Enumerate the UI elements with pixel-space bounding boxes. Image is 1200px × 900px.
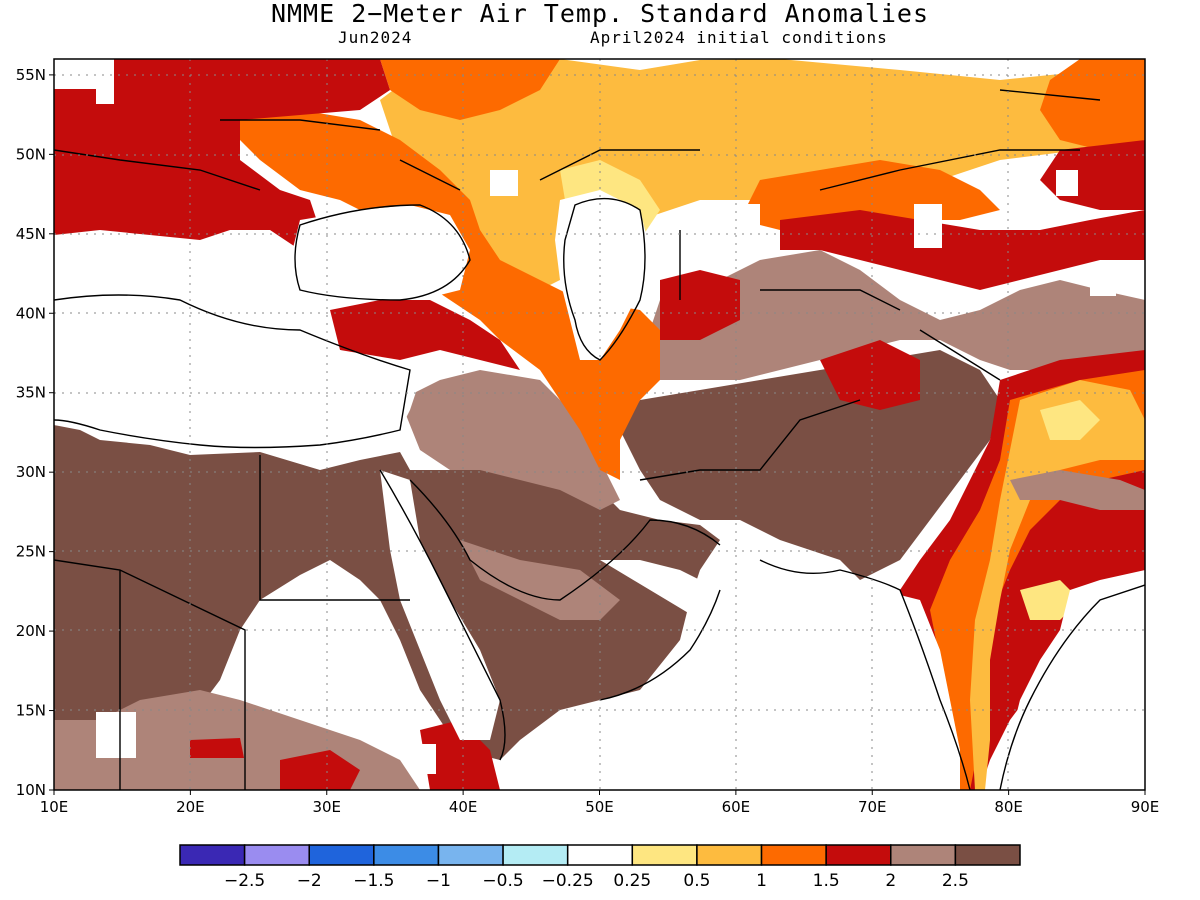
colorbar-label: 1 xyxy=(756,871,767,891)
colorbar-swatch xyxy=(825,844,892,866)
y-tick-label: 15N xyxy=(16,702,46,720)
y-tick-label: 20N xyxy=(16,622,46,640)
x-tick-label: 50E xyxy=(585,798,614,816)
gridlines xyxy=(54,59,1145,790)
colorbar-swatch xyxy=(502,844,569,866)
x-tick-label: 90E xyxy=(1131,798,1160,816)
x-tick-label: 70E xyxy=(858,798,887,816)
y-tick-label: 45N xyxy=(16,225,46,243)
colorbar-label: 0.25 xyxy=(613,871,651,891)
colorbar-swatch xyxy=(179,844,246,866)
y-tick-label: 40N xyxy=(16,304,46,322)
colorbar-label: 2.5 xyxy=(942,871,969,891)
colorbar-swatch xyxy=(696,844,763,866)
y-tick-label: 30N xyxy=(16,463,46,481)
colorbar-swatch xyxy=(243,844,310,866)
colorbar-label: −2.5 xyxy=(224,871,265,891)
coastlines xyxy=(54,89,1145,790)
colorbar-swatch xyxy=(308,844,375,866)
colorbar-swatch xyxy=(437,844,504,866)
colorbar-swatch xyxy=(373,844,440,866)
colorbar: −2.5 −2 −1.5 −1 −0.5 −0.25 0.25 0.5 1 1.5 2 2.5 xyxy=(179,844,1021,891)
colorbar-swatch xyxy=(566,844,634,866)
y-tick-label: 55N xyxy=(16,66,46,84)
x-tick-label: 60E xyxy=(722,798,751,816)
y-tick-label: 35N xyxy=(16,384,46,402)
x-tick-label: 20E xyxy=(176,798,205,816)
x-axis: 10E 20E 30E 40E 50E 60E 70E 80E 90E xyxy=(40,790,1160,816)
initial-conditions: April2024 initial conditions xyxy=(590,28,888,47)
colorbar-swatch xyxy=(954,844,1021,866)
colorbar-label: −1.5 xyxy=(353,871,394,891)
anomaly-field xyxy=(54,59,1145,790)
map-title: NMME 2−Meter Air Temp. Standard Anomalie… xyxy=(270,0,930,28)
colorbar-label: −0.25 xyxy=(542,871,594,891)
colorbar-label: −1 xyxy=(426,871,451,891)
x-tick-label: 80E xyxy=(994,798,1023,816)
x-tick-label: 40E xyxy=(449,798,478,816)
colorbar-label: 0.5 xyxy=(683,871,710,891)
colorbar-swatch xyxy=(760,844,827,866)
forecast-month: Jun2024 xyxy=(338,28,413,47)
y-axis: 10N 15N 20N 25N 30N 35N 40N 45N 50N 55N xyxy=(16,66,54,799)
colorbar-label: −0.5 xyxy=(482,871,523,891)
colorbar-label: −2 xyxy=(297,871,322,891)
colorbar-label: 1.5 xyxy=(813,871,840,891)
colorbar-swatch xyxy=(890,844,957,866)
y-tick-label: 50N xyxy=(16,145,46,163)
colorbar-swatch xyxy=(631,844,698,866)
y-tick-label: 25N xyxy=(16,543,46,561)
colorbar-label: 2 xyxy=(885,871,896,891)
x-tick-label: 30E xyxy=(312,798,341,816)
x-tick-label: 10E xyxy=(40,798,69,816)
y-tick-label: 10N xyxy=(16,781,46,799)
